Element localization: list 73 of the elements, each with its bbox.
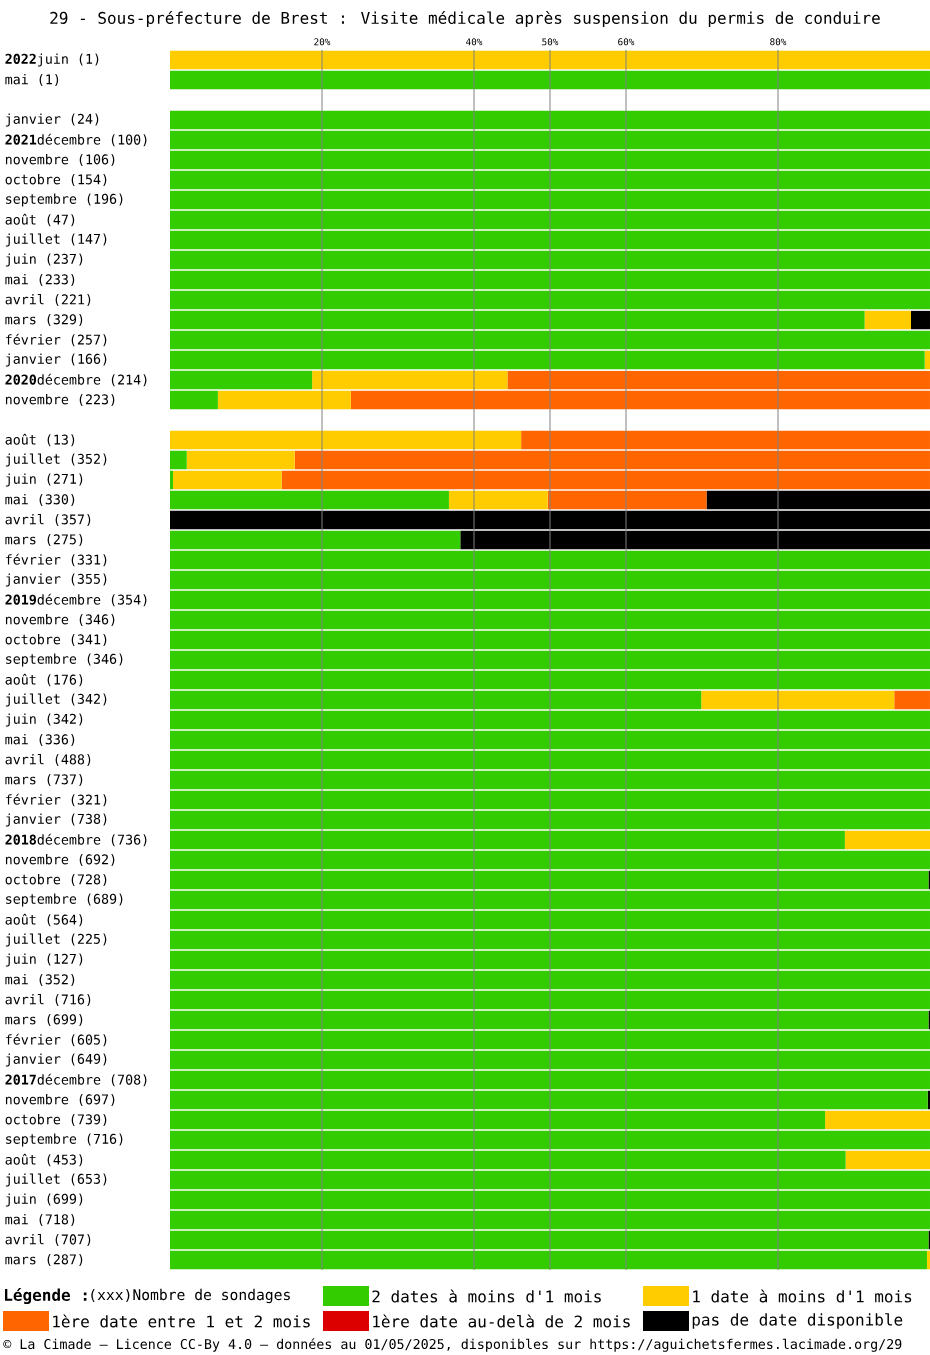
y-tick-label: juillet (342)	[5, 693, 107, 707]
legend-label: 1ère date entre 1 et 2 mois	[53, 1314, 310, 1328]
y-tick-label: février (257)	[5, 333, 107, 347]
y-tick-label: janvier (738)	[5, 813, 107, 827]
y-tick-label: juillet (147)	[5, 233, 107, 247]
y-tick-label: mars (737)	[5, 774, 83, 786]
y-tick-label: octobre (341)	[5, 634, 107, 646]
y-tick-label: juin (127)	[5, 953, 83, 967]
y-tick-label: août (13)	[5, 433, 75, 447]
text: (xxx)Nombre de sondages	[91, 1288, 290, 1304]
y-tick-label: 2019décembre (354)	[5, 593, 147, 607]
y-tick-label: février (321)	[5, 793, 107, 807]
y-tick-label: novembre (346)	[5, 614, 115, 626]
x-tick-label: 50%	[542, 38, 559, 46]
x-tick-label: 60%	[618, 38, 635, 46]
y-tick-label: mai (1)	[5, 74, 59, 86]
y-tick-label: janvier (355)	[5, 573, 107, 587]
y-tick-label: septembre (716)	[6, 1133, 123, 1147]
y-tick-label: juin (271)	[5, 473, 83, 487]
y-tick-label: mai (336)	[5, 734, 75, 746]
x-tick-label: 20%	[314, 38, 331, 46]
y-tick-label: janvier (649)	[5, 1053, 107, 1067]
x-tick-label: 40%	[466, 38, 483, 46]
y-tick-label: 2018décembre (736)	[5, 833, 147, 847]
y-tick-label: août (47)	[5, 213, 75, 227]
legend-label: 1 date à moins d'1 mois	[693, 1289, 912, 1303]
y-tick-label: avril (221)	[5, 294, 91, 306]
y-tick-label: juillet (225)	[5, 933, 107, 947]
y-tick-label: mars (699)	[5, 1014, 83, 1026]
y-tick-label: février (605)	[5, 1033, 107, 1047]
chart-title: 29 - Sous-préfecture de Brest : Visite médicale après suspension du permis de conduire	[50, 10, 880, 28]
y-tick-label: avril (488)	[5, 754, 91, 766]
y-tick-label: août (453)	[5, 1153, 83, 1167]
y-tick-label: juillet (352)	[5, 453, 107, 467]
legend-title: Légende :	[5, 1287, 87, 1305]
y-tick-label: septembre (689)	[6, 893, 123, 907]
y-tick-label: mars (287)	[5, 1254, 83, 1266]
y-tick-label: février (331)	[5, 553, 107, 567]
y-tick-label: 2021décembre (100)	[5, 133, 147, 147]
y-tick-label: mai (330)	[5, 494, 75, 506]
y-tick-label: avril (357)	[5, 514, 91, 526]
text: © La Cimade — Licence CC-By 4.0 — données au 01/05/2025, disponibles sur https://aguichetsfermes.lacimade.org/29	[3, 1338, 902, 1352]
x-tick-label: 80%	[770, 38, 787, 46]
y-tick-label: mai (233)	[5, 274, 75, 286]
y-tick-label: juin (237)	[5, 253, 83, 267]
y-tick-label: août (564)	[5, 913, 83, 927]
legend-label: pas de date disponible	[692, 1313, 903, 1329]
y-tick-label: novembre (223)	[5, 394, 115, 406]
y-tick-label: novembre (106)	[5, 154, 115, 166]
y-tick-label: septembre (346)	[6, 653, 123, 667]
y-tick-label: octobre (739)	[5, 1114, 107, 1126]
y-tick-label: janvier (24)	[5, 113, 99, 127]
legend-label: 1ère date au-delà de 2 mois	[373, 1314, 630, 1328]
y-tick-label: juillet (653)	[5, 1173, 107, 1187]
y-tick-label: avril (707)	[5, 1234, 91, 1246]
y-tick-label: mai (352)	[5, 974, 75, 986]
y-tick-label: avril (716)	[5, 994, 91, 1006]
y-tick-label: 2020décembre (214)	[5, 373, 147, 387]
y-tick-label: janvier (166)	[5, 353, 107, 367]
y-tick-label: juin (342)	[5, 713, 83, 727]
y-tick-label: mars (275)	[5, 534, 83, 546]
legend-label: 2 dates à moins d'1 mois	[372, 1289, 601, 1303]
y-tick-label: 2017décembre (708)	[5, 1073, 147, 1087]
y-tick-label: septembre (196)	[6, 193, 123, 207]
y-tick-label: novembre (697)	[5, 1094, 115, 1106]
y-tick-label: novembre (692)	[5, 854, 115, 866]
y-tick-label: juin (699)	[5, 1193, 83, 1207]
y-tick-label: mars (329)	[5, 314, 83, 326]
y-tick-label: octobre (728)	[5, 874, 107, 886]
y-tick-label: octobre (154)	[5, 174, 107, 186]
y-tick-label: mai (718)	[5, 1214, 75, 1226]
y-tick-label: août (176)	[5, 673, 83, 687]
y-tick-label: 2022juin (1)	[5, 53, 99, 67]
